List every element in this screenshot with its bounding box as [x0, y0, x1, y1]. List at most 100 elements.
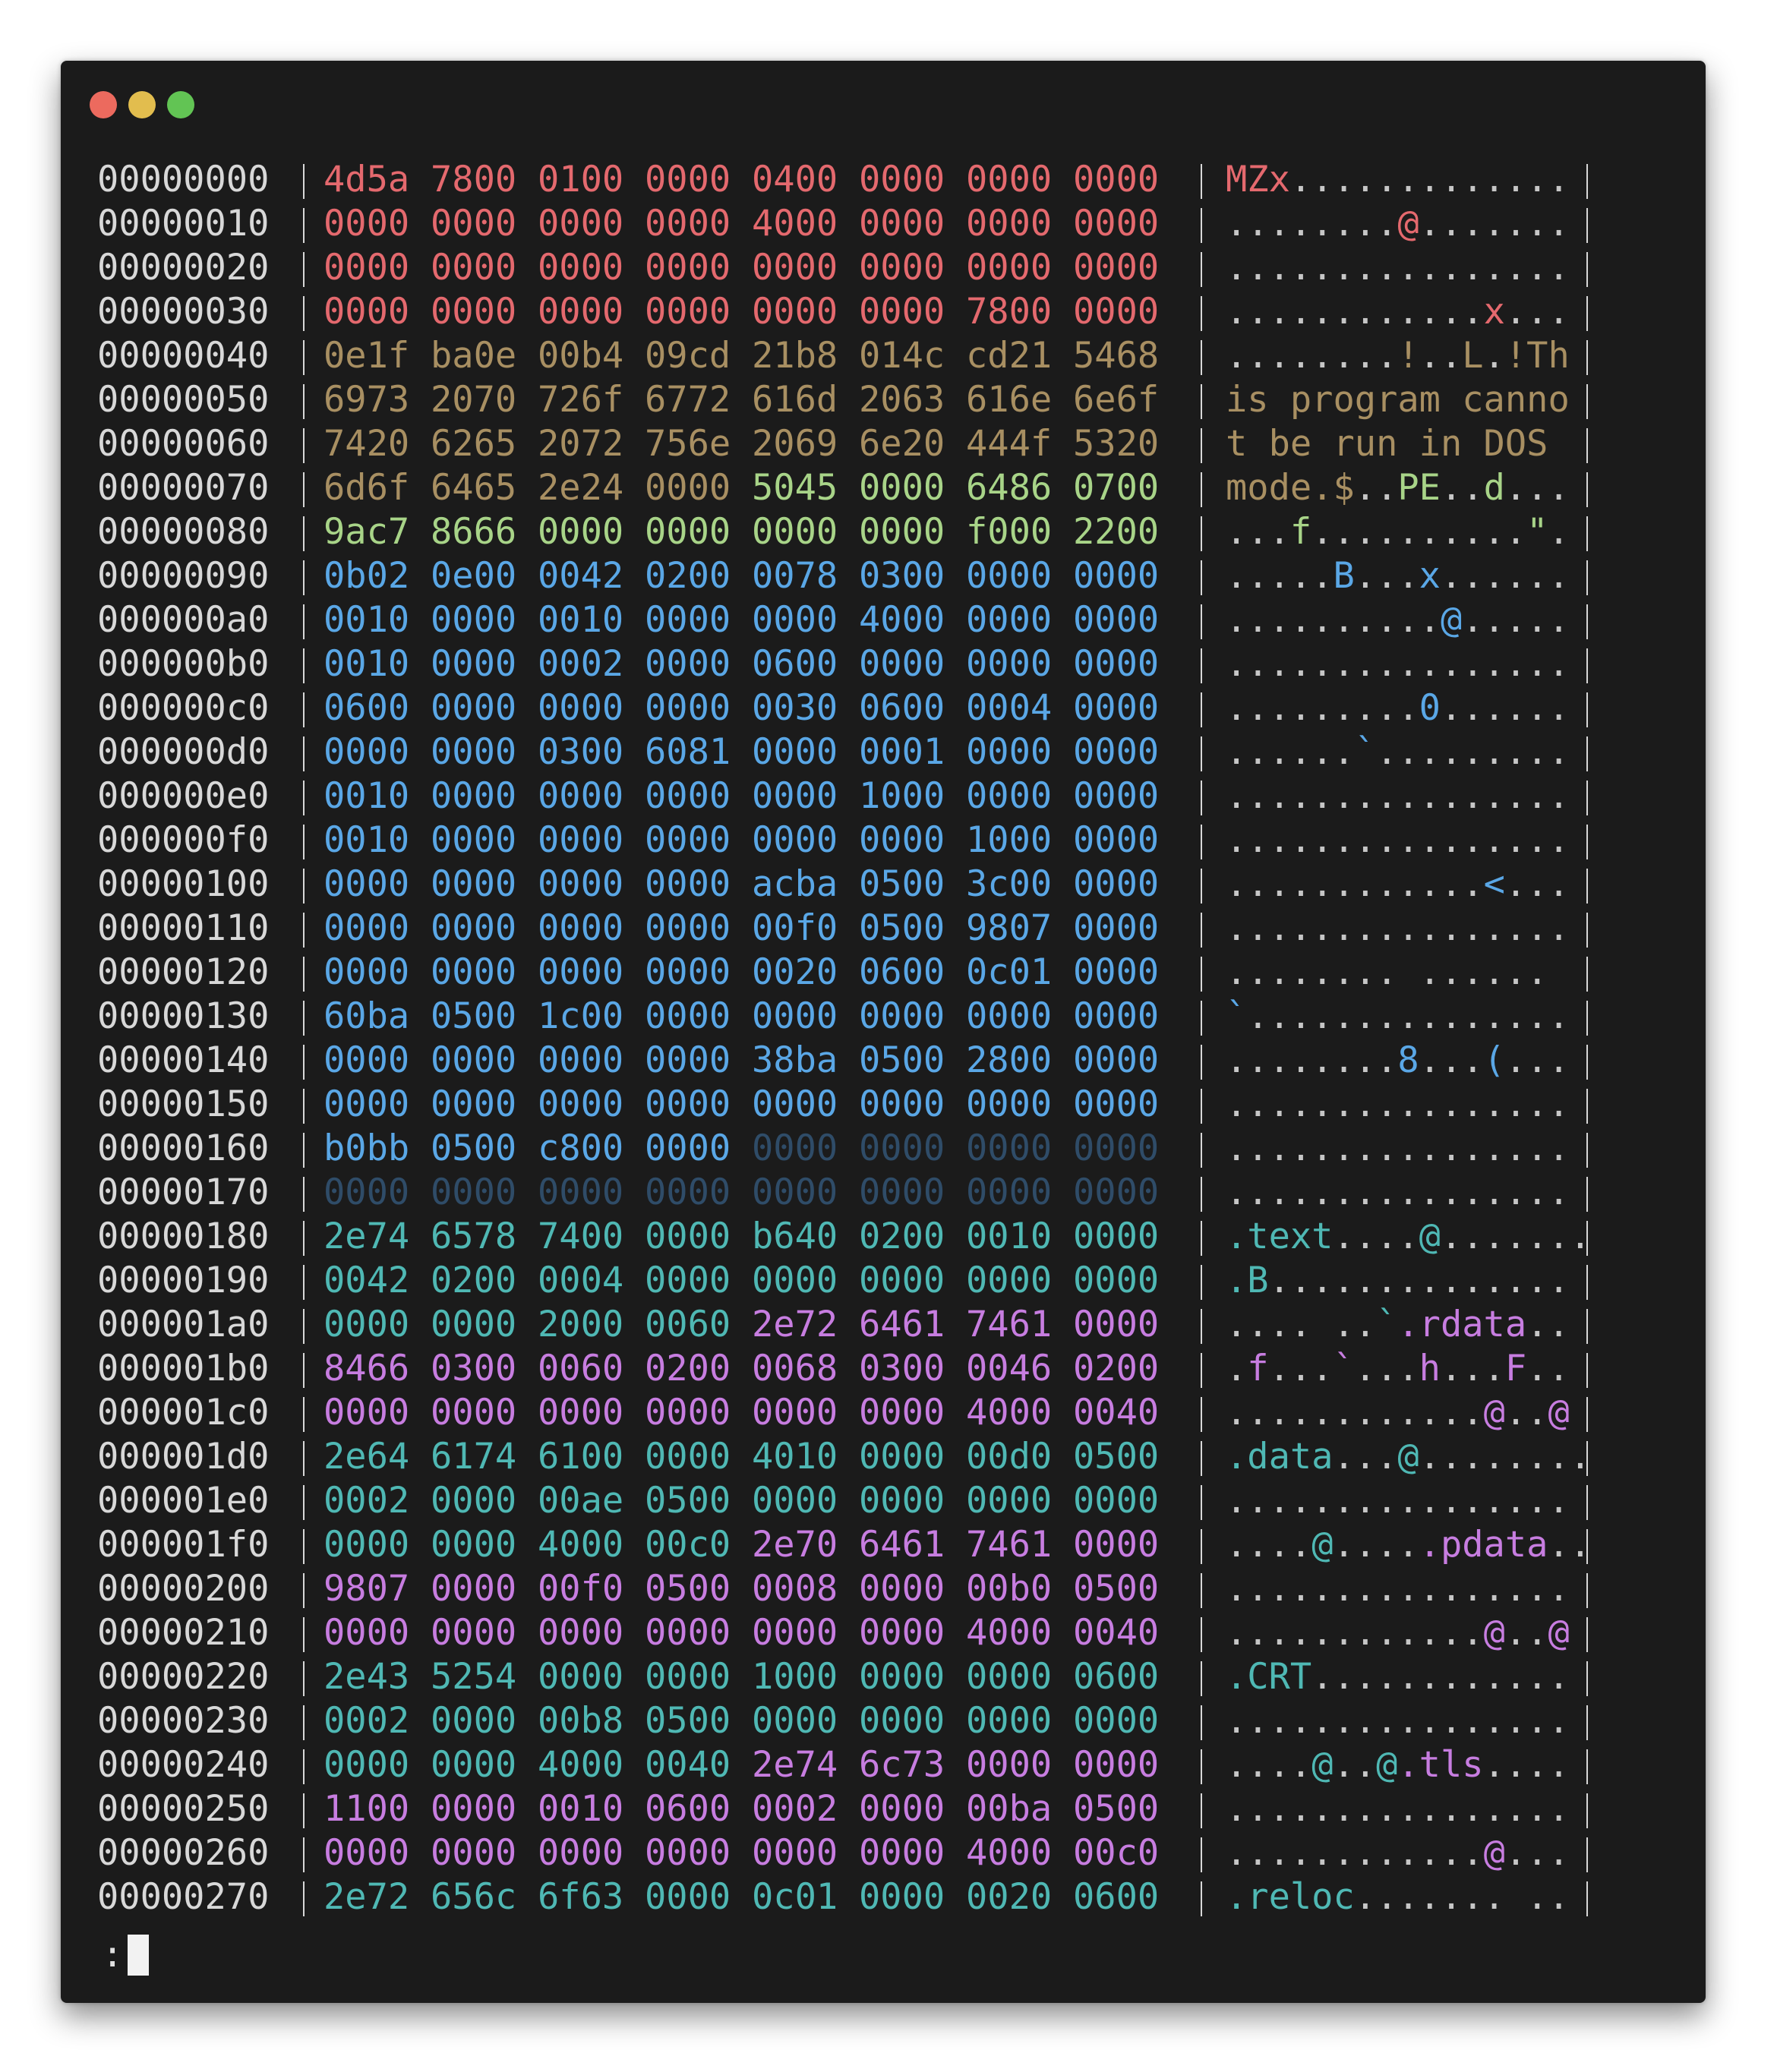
- column-separator: [1197, 1262, 1206, 1300]
- hex-word: 0000: [1073, 159, 1160, 200]
- ascii-segment: ................: [1226, 1480, 1570, 1522]
- ascii-segment: x: [1419, 555, 1441, 597]
- hex-word: 0000: [645, 159, 731, 200]
- hex-word: 6461: [859, 1304, 945, 1345]
- column-separator: [299, 1218, 308, 1256]
- column-separator: [1197, 1746, 1206, 1784]
- hex-word: 0000: [859, 995, 945, 1037]
- hex-word: f000: [966, 511, 1053, 553]
- hex-row: 00000180 2e74 6578 7400 0000 b640 0200 0010 0000…: [97, 1215, 1607, 1259]
- hex-word: 6e20: [859, 423, 945, 465]
- hex-word: 0020: [966, 1876, 1053, 1918]
- hex-row: 000000b0 0010 0000 0002 0000 0600 0000 0000 0000…: [97, 642, 1607, 686]
- hex-word: 1c00: [538, 995, 624, 1037]
- maximize-window-button[interactable]: [167, 91, 194, 118]
- hex-row: 00000080 9ac7 8666 0000 0000 0000 0000 f000 2200…: [97, 510, 1607, 554]
- ascii-segment: f: [1289, 511, 1312, 553]
- column-separator: [1197, 910, 1206, 948]
- hex-word: 09cd: [645, 335, 731, 377]
- hex-bytes: 2e43 5254 0000 0000 1000 0000 0000 0600: [324, 1655, 1180, 1699]
- column-separator: [1583, 954, 1592, 992]
- hex-word: 0000: [645, 1392, 731, 1433]
- pager-prompt[interactable]: :: [102, 1933, 150, 1977]
- hex-word: 0000: [538, 203, 624, 244]
- hex-word: 6265: [431, 423, 517, 465]
- hex-word: 7800: [431, 159, 517, 200]
- hex-word: 0000: [966, 1083, 1053, 1125]
- hex-bytes: 0000 0000 0000 0000 acba 0500 3c00 0000: [324, 863, 1180, 907]
- column-separator: [299, 1614, 308, 1652]
- hex-word: 0000: [859, 1832, 945, 1874]
- hex-word: 0000: [1073, 1127, 1160, 1169]
- hex-row: 00000060 7420 6265 2072 756e 2069 6e20 444f 5320…: [97, 422, 1607, 466]
- ascii-segment: (: [1483, 1039, 1505, 1081]
- ascii-text: ........@.......: [1226, 202, 1570, 246]
- hex-word: 4000: [538, 1744, 624, 1786]
- hex-word: 0004: [538, 1260, 624, 1301]
- hex-word: 2069: [752, 423, 838, 465]
- ascii-segment: `: [1333, 1348, 1355, 1389]
- hex-word: 0000: [1073, 291, 1160, 333]
- hex-bytes: 9807 0000 00f0 0500 0008 0000 00b0 0500: [324, 1567, 1180, 1611]
- row-offset: 00000050: [97, 379, 270, 421]
- ascii-segment: ................: [1226, 1172, 1570, 1213]
- column-separator: [299, 1042, 308, 1080]
- hex-word: 4010: [752, 1436, 838, 1478]
- hex-bytes: 0000 0000 0000 0000 0000 0000 0000 0000: [324, 246, 1180, 290]
- hex-word: 0000: [859, 1788, 945, 1830]
- ascii-text: ................: [1226, 1083, 1570, 1127]
- ascii-segment: .... ..: [1226, 1304, 1377, 1345]
- hex-word: ba0e: [431, 335, 517, 377]
- hex-row: 00000170 0000 0000 0000 0000 0000 0000 0000 0000…: [97, 1171, 1607, 1215]
- column-separator: [1197, 777, 1206, 815]
- ascii-text: .reloc....... ..: [1226, 1875, 1570, 1919]
- column-separator: [1583, 425, 1592, 463]
- ascii-segment: @: [1483, 1832, 1505, 1874]
- hex-word: 5045: [752, 467, 838, 509]
- hex-word: 2e24: [538, 467, 624, 509]
- hex-bytes: 0000 0000 0000 0000 38ba 0500 2800 0000: [324, 1039, 1180, 1083]
- ascii-segment: .data: [1226, 1436, 1334, 1478]
- hex-word: 0300: [431, 1348, 517, 1389]
- column-separator: [1197, 1526, 1206, 1564]
- hex-word: 0000: [324, 291, 410, 333]
- ascii-segment: @: [1483, 1612, 1505, 1654]
- ascii-segment: ..: [1504, 1612, 1548, 1654]
- column-separator: [1197, 1482, 1206, 1520]
- hex-word: 0000: [859, 1480, 945, 1522]
- minimize-window-button[interactable]: [128, 91, 156, 118]
- hex-word: 0000: [538, 1612, 624, 1654]
- row-offset: 00000170: [97, 1172, 270, 1213]
- ascii-segment: ....: [1333, 1524, 1419, 1566]
- hex-row: 00000210 0000 0000 0000 0000 0000 0000 4000 0040…: [97, 1611, 1607, 1655]
- hex-word: 4000: [966, 1832, 1053, 1874]
- close-window-button[interactable]: [90, 91, 117, 118]
- ascii-segment: ...: [1354, 1348, 1419, 1389]
- column-separator: [1197, 733, 1206, 771]
- ascii-segment: .text: [1226, 1216, 1334, 1257]
- row-offset: 00000040: [97, 335, 270, 377]
- hex-word: 0000: [431, 1612, 517, 1654]
- row-offset: 00000270: [97, 1876, 270, 1918]
- hex-word: 0c01: [752, 1876, 838, 1918]
- column-separator: [299, 205, 308, 243]
- column-separator: [299, 733, 308, 771]
- column-separator: [1197, 1570, 1206, 1608]
- hex-word: 2e64: [324, 1436, 410, 1478]
- hex-word: 0000: [645, 203, 731, 244]
- hex-word: 7800: [966, 291, 1053, 333]
- row-offset: 000001c0: [97, 1392, 270, 1433]
- column-separator: [1583, 910, 1592, 948]
- hex-word: 00f0: [538, 1568, 624, 1610]
- hex-word: 0000: [645, 1127, 731, 1169]
- hex-word: 0000: [538, 907, 624, 949]
- row-offset: 00000060: [97, 423, 270, 465]
- column-separator: [299, 1790, 308, 1828]
- hex-word: 0000: [1073, 731, 1160, 773]
- hex-bytes: 0000 0000 0000 0000 00f0 0500 9807 0000: [324, 907, 1180, 951]
- hex-word: 0200: [859, 1216, 945, 1257]
- hex-bytes: 2e74 6578 7400 0000 b640 0200 0010 0000: [324, 1215, 1180, 1259]
- ascii-segment: ...: [1226, 511, 1290, 553]
- ascii-segment: ..: [1526, 1304, 1570, 1345]
- hex-word: 0200: [645, 555, 731, 597]
